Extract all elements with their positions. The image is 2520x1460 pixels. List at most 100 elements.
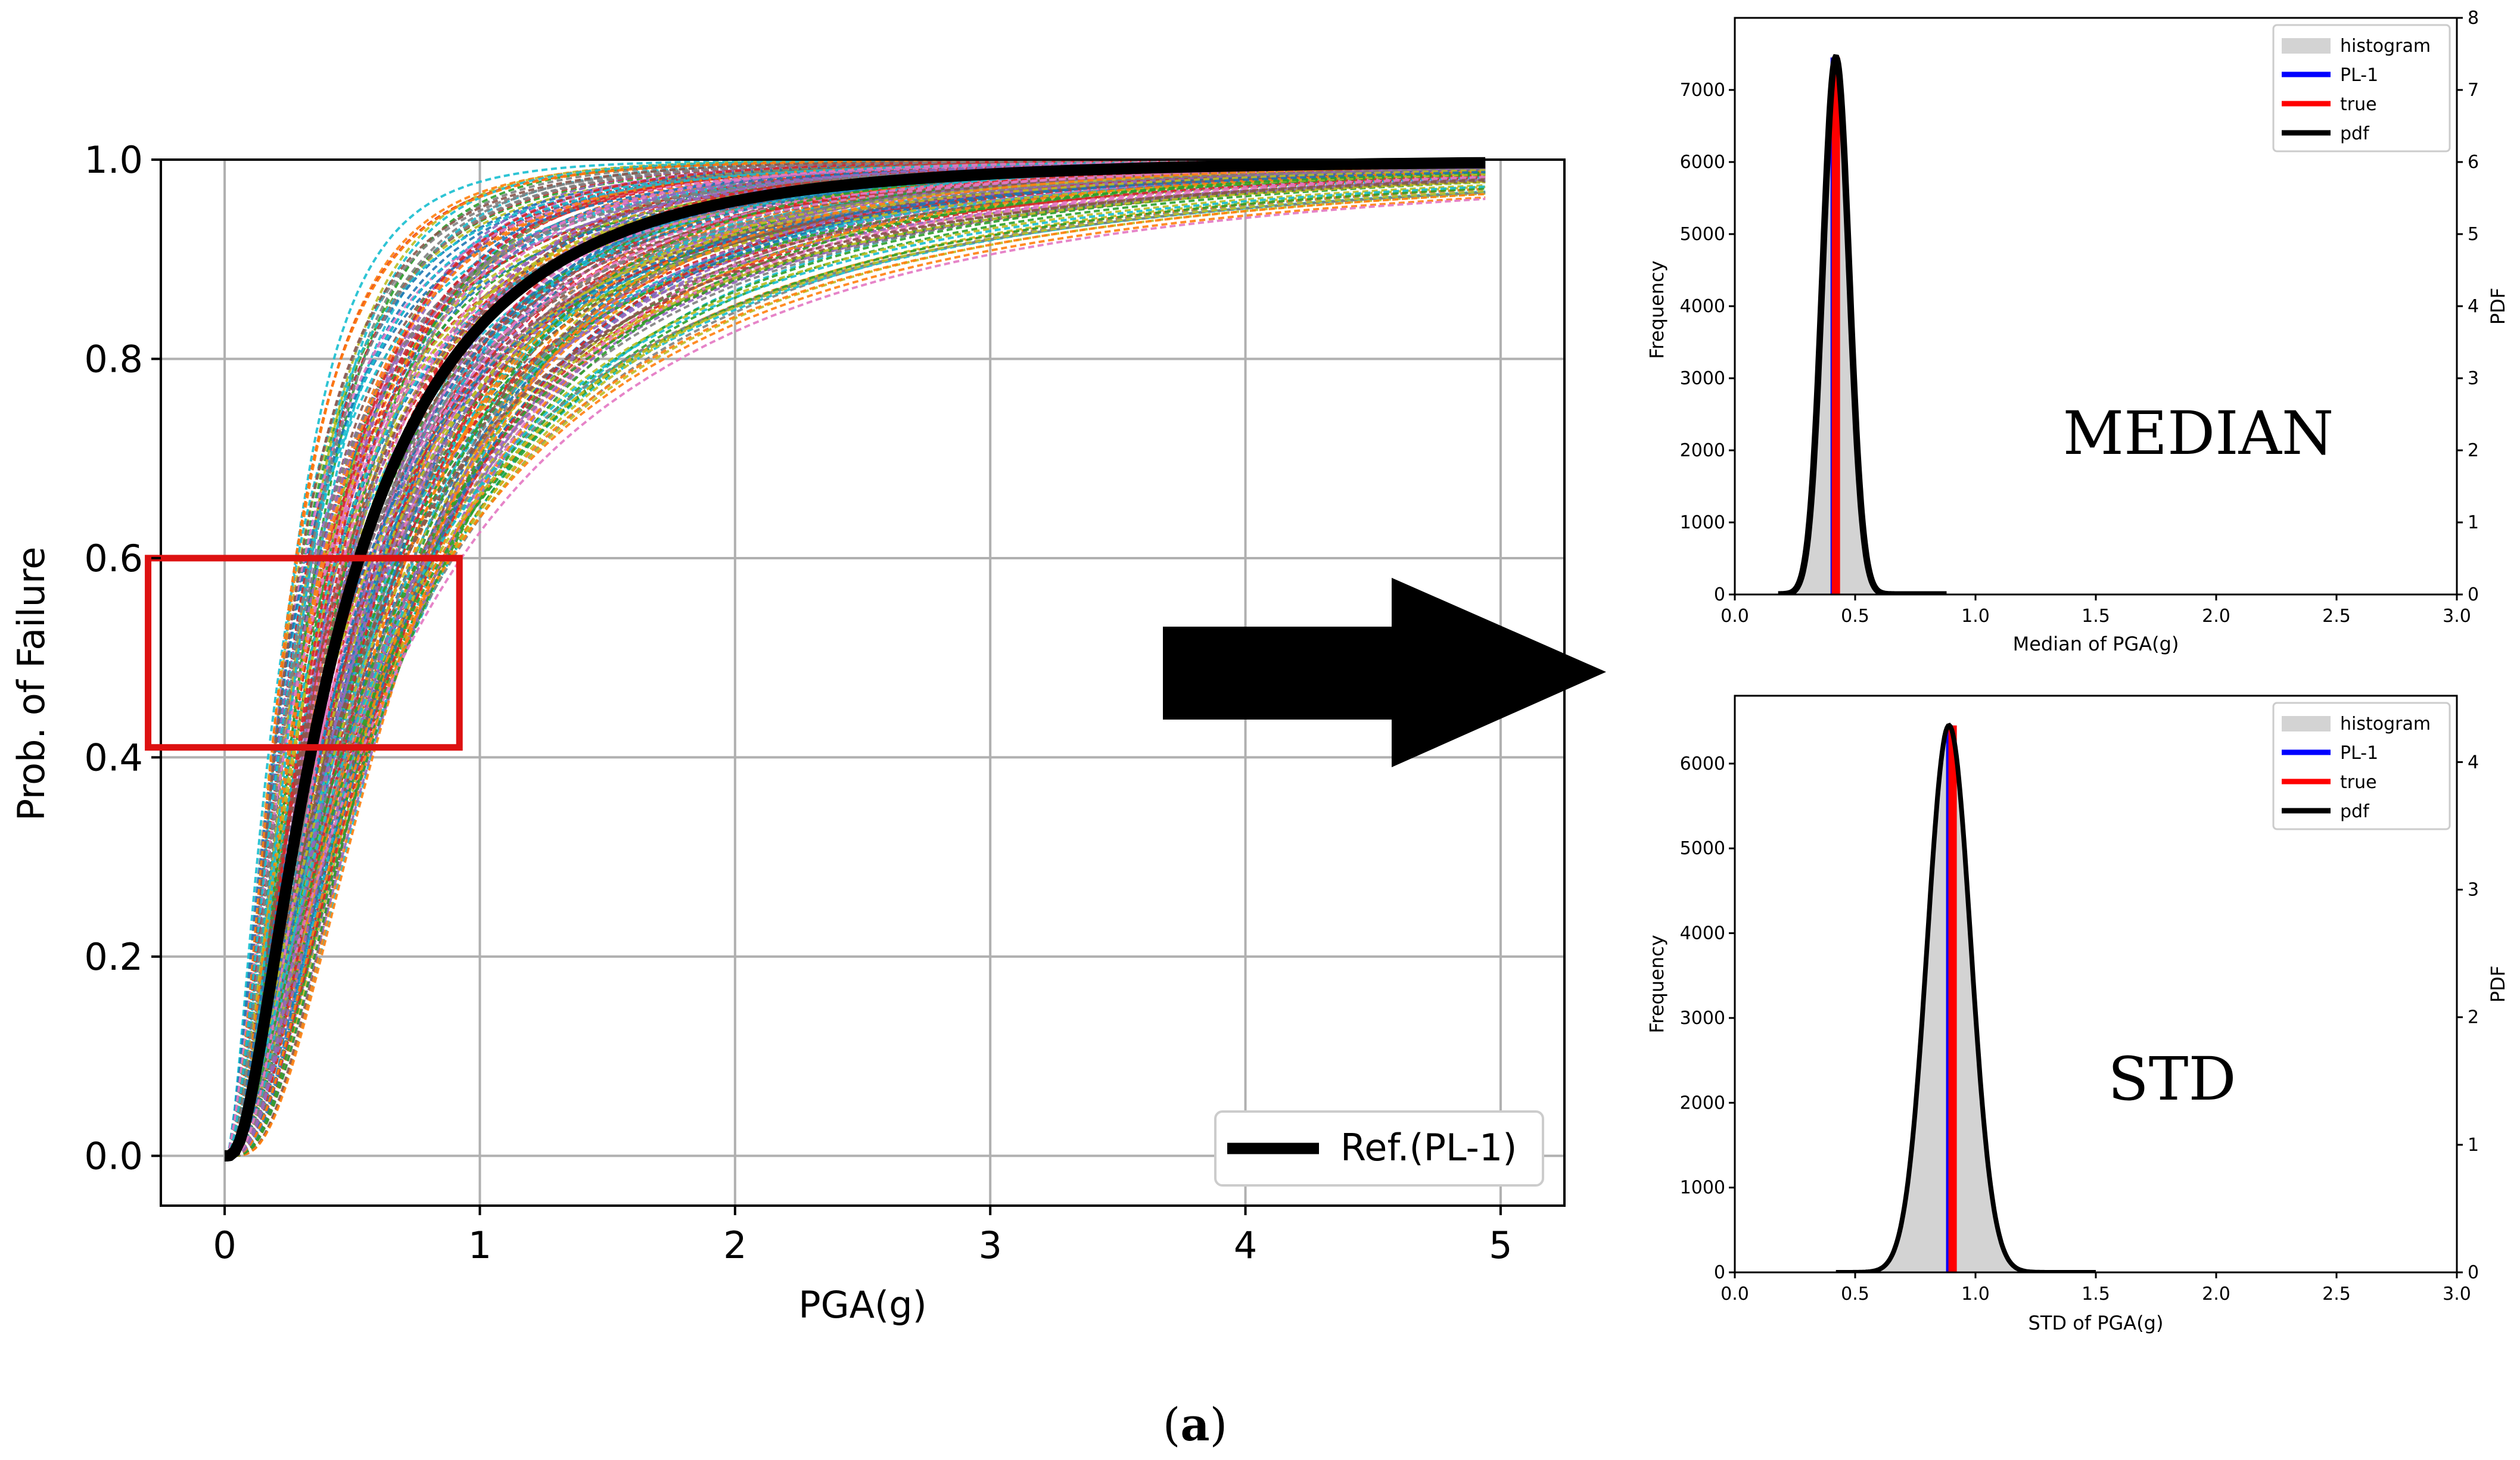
std-x-tick-label: 0.0: [1721, 1284, 1749, 1305]
std-legend-label-true: true: [2340, 772, 2377, 793]
highlight-box: [145, 555, 463, 751]
sample-curve: [225, 160, 1486, 1157]
sample-curve: [225, 187, 1486, 1157]
std-ticks: 0.0 0.5 1.0 1.5 2.0 2.5 3.00100020003000400050…: [1680, 752, 2479, 1305]
std-y-tick-label: 2000: [1680, 1092, 1725, 1113]
sample-curve: [225, 168, 1486, 1157]
std-x-axis-label: STD of PGA(g): [2029, 1312, 2164, 1334]
std-legend-swatch-histogram: [2282, 716, 2331, 731]
std-annotation: STD: [2108, 1044, 2236, 1114]
std-y-tick-label: 3000: [1680, 1008, 1725, 1029]
sample-curve: [225, 179, 1486, 1157]
median-annotation: MEDIAN: [2063, 399, 2334, 468]
std-y-axis-label: Frequency: [1645, 935, 1668, 1033]
sample-curve: [225, 166, 1486, 1157]
std-y2-tick-label: 2: [2468, 1007, 2479, 1028]
std-x-tick-label: 1.0: [1961, 1284, 1990, 1305]
med-legend-label-pl-1: PL-1: [2340, 65, 2378, 86]
caption-label: a: [1180, 1398, 1209, 1451]
sample-curve: [225, 160, 1486, 1157]
main-x-axis-label: PGA(g): [798, 1283, 927, 1327]
std-y-tick-label: 4000: [1680, 923, 1725, 944]
std-x-tick-label: 3.0: [2443, 1284, 2471, 1305]
sample-curve: [225, 164, 1486, 1157]
main-x-tick-label: 0: [213, 1224, 236, 1267]
caption-close: ): [1210, 1398, 1228, 1451]
std-y-tick-label: 0: [1714, 1262, 1725, 1283]
med-legend-label-histogram: histogram: [2340, 36, 2431, 57]
sample-curve: [225, 179, 1486, 1157]
sample-curve: [225, 197, 1486, 1157]
median-pdf-curve: [1778, 54, 1947, 594]
med-y-tick-label: 5000: [1680, 224, 1725, 245]
std-y-tick-label: 5000: [1680, 838, 1725, 859]
med-x-tick-label: 0.5: [1841, 606, 1869, 627]
fragility-curve-chart: 0 1 2 3 4 5 0.0 0.2 0.4 0.6 0.8 1.0 PGA(g) Prob. of…: [10, 138, 1566, 1327]
sample-curve: [225, 164, 1486, 1157]
figure-caption: (a): [1163, 1398, 1228, 1451]
med-y2-tick-label: 6: [2468, 152, 2479, 173]
main-y-tick-label: 0.6: [84, 537, 143, 580]
med-legend-label-pdf: pdf: [2340, 123, 2370, 144]
std-histogram: [1835, 725, 2096, 1272]
med-x-tick-label: 1.0: [1961, 606, 1990, 627]
main-legend: Ref.(PL-1): [1214, 1110, 1544, 1187]
sample-curve: [225, 160, 1486, 1157]
main-y-tick-label: 0.2: [84, 935, 143, 979]
med-y-tick-label: 3000: [1680, 368, 1725, 389]
med-y-tick-label: 1000: [1680, 512, 1725, 533]
std-y-tick-label: 6000: [1680, 754, 1725, 774]
std-legend-label-pl-1: PL-1: [2340, 743, 2378, 764]
reference-curve-pl1: [225, 157, 1486, 1162]
main-legend-box: [1214, 1110, 1544, 1187]
med-legend-label-true: true: [2340, 94, 2377, 115]
std-x-tick-label: 2.0: [2202, 1284, 2230, 1305]
med-y-tick-label: 2000: [1680, 440, 1725, 461]
main-y-tick-label: 0.0: [84, 1134, 143, 1178]
main-y-tick-label: 0.8: [84, 337, 143, 381]
med-legend-swatch-histogram: [2282, 38, 2331, 54]
sample-curve: [225, 176, 1486, 1157]
std-pdf-curve: [1835, 723, 2096, 1272]
std-y2-tick-label: 3: [2468, 880, 2479, 901]
med-x-tick-label: 2.5: [2322, 606, 2351, 627]
right-arrow-icon: [1163, 578, 1606, 767]
std-y2-axis-label: PDF: [2487, 966, 2509, 1003]
med-y2-tick-label: 4: [2468, 296, 2479, 317]
main-x-tick-label: 3: [978, 1224, 1001, 1267]
std-x-tick-label: 0.5: [1841, 1284, 1869, 1305]
med-x-tick-label: 3.0: [2443, 606, 2471, 627]
std-legend-label-histogram: histogram: [2340, 714, 2431, 734]
sample-curve: [225, 161, 1486, 1157]
median-x-axis-label: Median of PGA(g): [2013, 633, 2179, 655]
main-y-axis-label: Prob. of Failure: [10, 547, 53, 821]
med-x-tick-label: 0.0: [1721, 606, 1749, 627]
std-legend: histogram PL-1 true pdf: [2272, 702, 2451, 830]
med-x-tick-label: 2.0: [2202, 606, 2230, 627]
med-y-tick-label: 0: [1714, 584, 1725, 605]
std-y2-tick-label: 1: [2468, 1135, 2479, 1156]
std-y-tick-label: 1000: [1680, 1178, 1725, 1198]
med-y2-tick-label: 8: [2468, 8, 2479, 29]
sample-curve: [225, 160, 1486, 1157]
sample-curve: [225, 172, 1486, 1157]
sample-curve: [225, 165, 1486, 1157]
med-y2-tick-label: 5: [2468, 224, 2479, 245]
main-y-tick-label: 0.4: [84, 736, 143, 779]
med-x-tick-label: 1.5: [2082, 606, 2110, 627]
med-y2-tick-label: 2: [2468, 440, 2479, 461]
median-legend: histogram PL-1 true pdf: [2272, 24, 2451, 152]
sample-curve: [225, 160, 1486, 1157]
sample-curve: [225, 196, 1486, 1157]
main-ticks: 0 1 2 3 4 5 0.0 0.2 0.4 0.6 0.8 1.0: [84, 138, 1512, 1267]
median-histogram: [1778, 57, 1947, 594]
med-y-tick-label: 6000: [1680, 152, 1725, 173]
sample-curve: [225, 165, 1486, 1157]
std-y2-tick-label: 4: [2468, 752, 2479, 773]
legend-label-ref: Ref.(PL-1): [1340, 1126, 1517, 1169]
sample-curve: [225, 166, 1486, 1157]
main-x-tick-label: 1: [468, 1224, 491, 1267]
caption-open: (: [1163, 1398, 1181, 1451]
median-ticks: 0.0 0.5 1.0 1.5 2.0 2.5 3.00100020003000400050…: [1680, 8, 2479, 627]
